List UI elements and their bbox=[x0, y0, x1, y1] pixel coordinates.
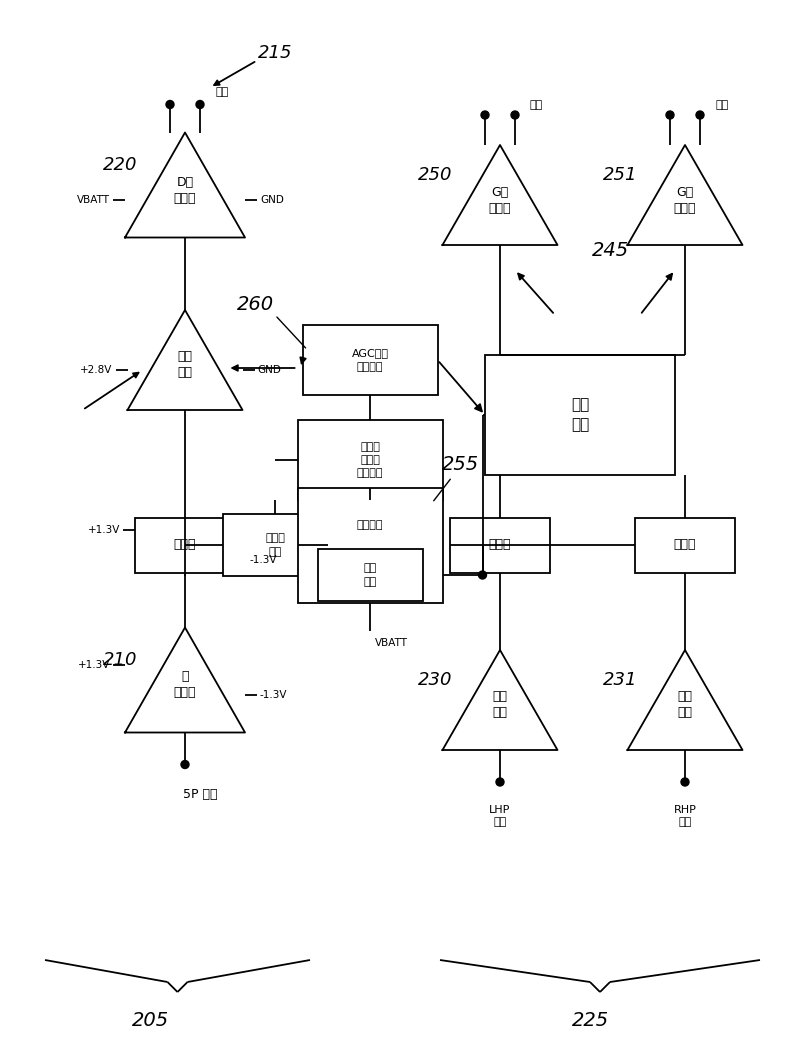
Text: +1.3V: +1.3V bbox=[78, 660, 110, 670]
Bar bbox=[485, 355, 675, 475]
Text: 输出: 输出 bbox=[530, 100, 543, 110]
Circle shape bbox=[181, 761, 189, 768]
Text: 215: 215 bbox=[258, 43, 292, 61]
Circle shape bbox=[478, 571, 486, 579]
Text: 噪声门限: 噪声门限 bbox=[357, 520, 383, 530]
Text: -1.3V: -1.3V bbox=[260, 690, 287, 700]
Circle shape bbox=[666, 111, 674, 119]
Text: D类
放大器: D类 放大器 bbox=[174, 176, 196, 204]
Text: 混频器: 混频器 bbox=[674, 539, 696, 551]
Bar bbox=[298, 419, 442, 500]
Text: 220: 220 bbox=[102, 156, 138, 174]
Text: 增益
控制: 增益 控制 bbox=[571, 397, 589, 432]
Bar bbox=[302, 325, 438, 395]
Text: 245: 245 bbox=[591, 240, 629, 259]
Circle shape bbox=[511, 111, 519, 119]
Text: +1.3V: +1.3V bbox=[88, 525, 120, 535]
Text: 预放
大器: 预放 大器 bbox=[493, 690, 507, 720]
Text: GND: GND bbox=[260, 195, 284, 204]
Text: 255: 255 bbox=[442, 455, 478, 474]
Text: VBATT: VBATT bbox=[375, 638, 408, 647]
Bar bbox=[135, 518, 235, 572]
Circle shape bbox=[696, 111, 704, 119]
Circle shape bbox=[196, 100, 204, 109]
Text: G类
放大器: G类 放大器 bbox=[489, 186, 511, 215]
Text: 225: 225 bbox=[571, 1011, 609, 1030]
Text: 预放
大器: 预放 大器 bbox=[678, 690, 693, 720]
Text: 输出: 输出 bbox=[215, 87, 228, 98]
Text: RHP
输入: RHP 输入 bbox=[674, 805, 697, 826]
Text: VBATT: VBATT bbox=[77, 195, 110, 204]
Text: 251: 251 bbox=[602, 165, 638, 184]
Bar bbox=[635, 518, 735, 572]
Text: 阈值
检测: 阈值 检测 bbox=[363, 564, 377, 587]
Circle shape bbox=[481, 111, 489, 119]
Text: LHP
输入: LHP 输入 bbox=[490, 805, 510, 826]
Text: 230: 230 bbox=[418, 671, 452, 689]
Text: 260: 260 bbox=[237, 295, 274, 314]
Text: 混频器: 混频器 bbox=[489, 539, 511, 551]
Bar bbox=[318, 549, 422, 601]
Bar bbox=[298, 488, 442, 603]
Text: 斜坡和
零交叉
控制逻辑: 斜坡和 零交叉 控制逻辑 bbox=[357, 442, 383, 479]
Text: 零交叉
检测: 零交叉 检测 bbox=[265, 533, 285, 557]
Text: AGC控制
逻辑电路: AGC控制 逻辑电路 bbox=[351, 349, 389, 372]
Circle shape bbox=[681, 778, 689, 786]
Text: G类
放大器: G类 放大器 bbox=[674, 186, 696, 215]
Text: 音量
控制: 音量 控制 bbox=[178, 351, 193, 379]
Text: 250: 250 bbox=[418, 165, 452, 184]
Text: 输出: 输出 bbox=[715, 100, 728, 110]
Text: 5P 输入: 5P 输入 bbox=[182, 787, 218, 800]
Circle shape bbox=[166, 100, 174, 109]
Text: -1.3V: -1.3V bbox=[250, 555, 278, 565]
Text: 混频器: 混频器 bbox=[174, 539, 196, 551]
Text: 205: 205 bbox=[131, 1011, 169, 1030]
Text: 210: 210 bbox=[102, 651, 138, 669]
Circle shape bbox=[496, 778, 504, 786]
Bar bbox=[222, 514, 327, 575]
Text: 231: 231 bbox=[602, 671, 638, 689]
Text: GND: GND bbox=[258, 365, 282, 375]
Bar bbox=[450, 518, 550, 572]
Text: +2.8V: +2.8V bbox=[80, 365, 113, 375]
Text: 预
放大器: 预 放大器 bbox=[174, 670, 196, 700]
